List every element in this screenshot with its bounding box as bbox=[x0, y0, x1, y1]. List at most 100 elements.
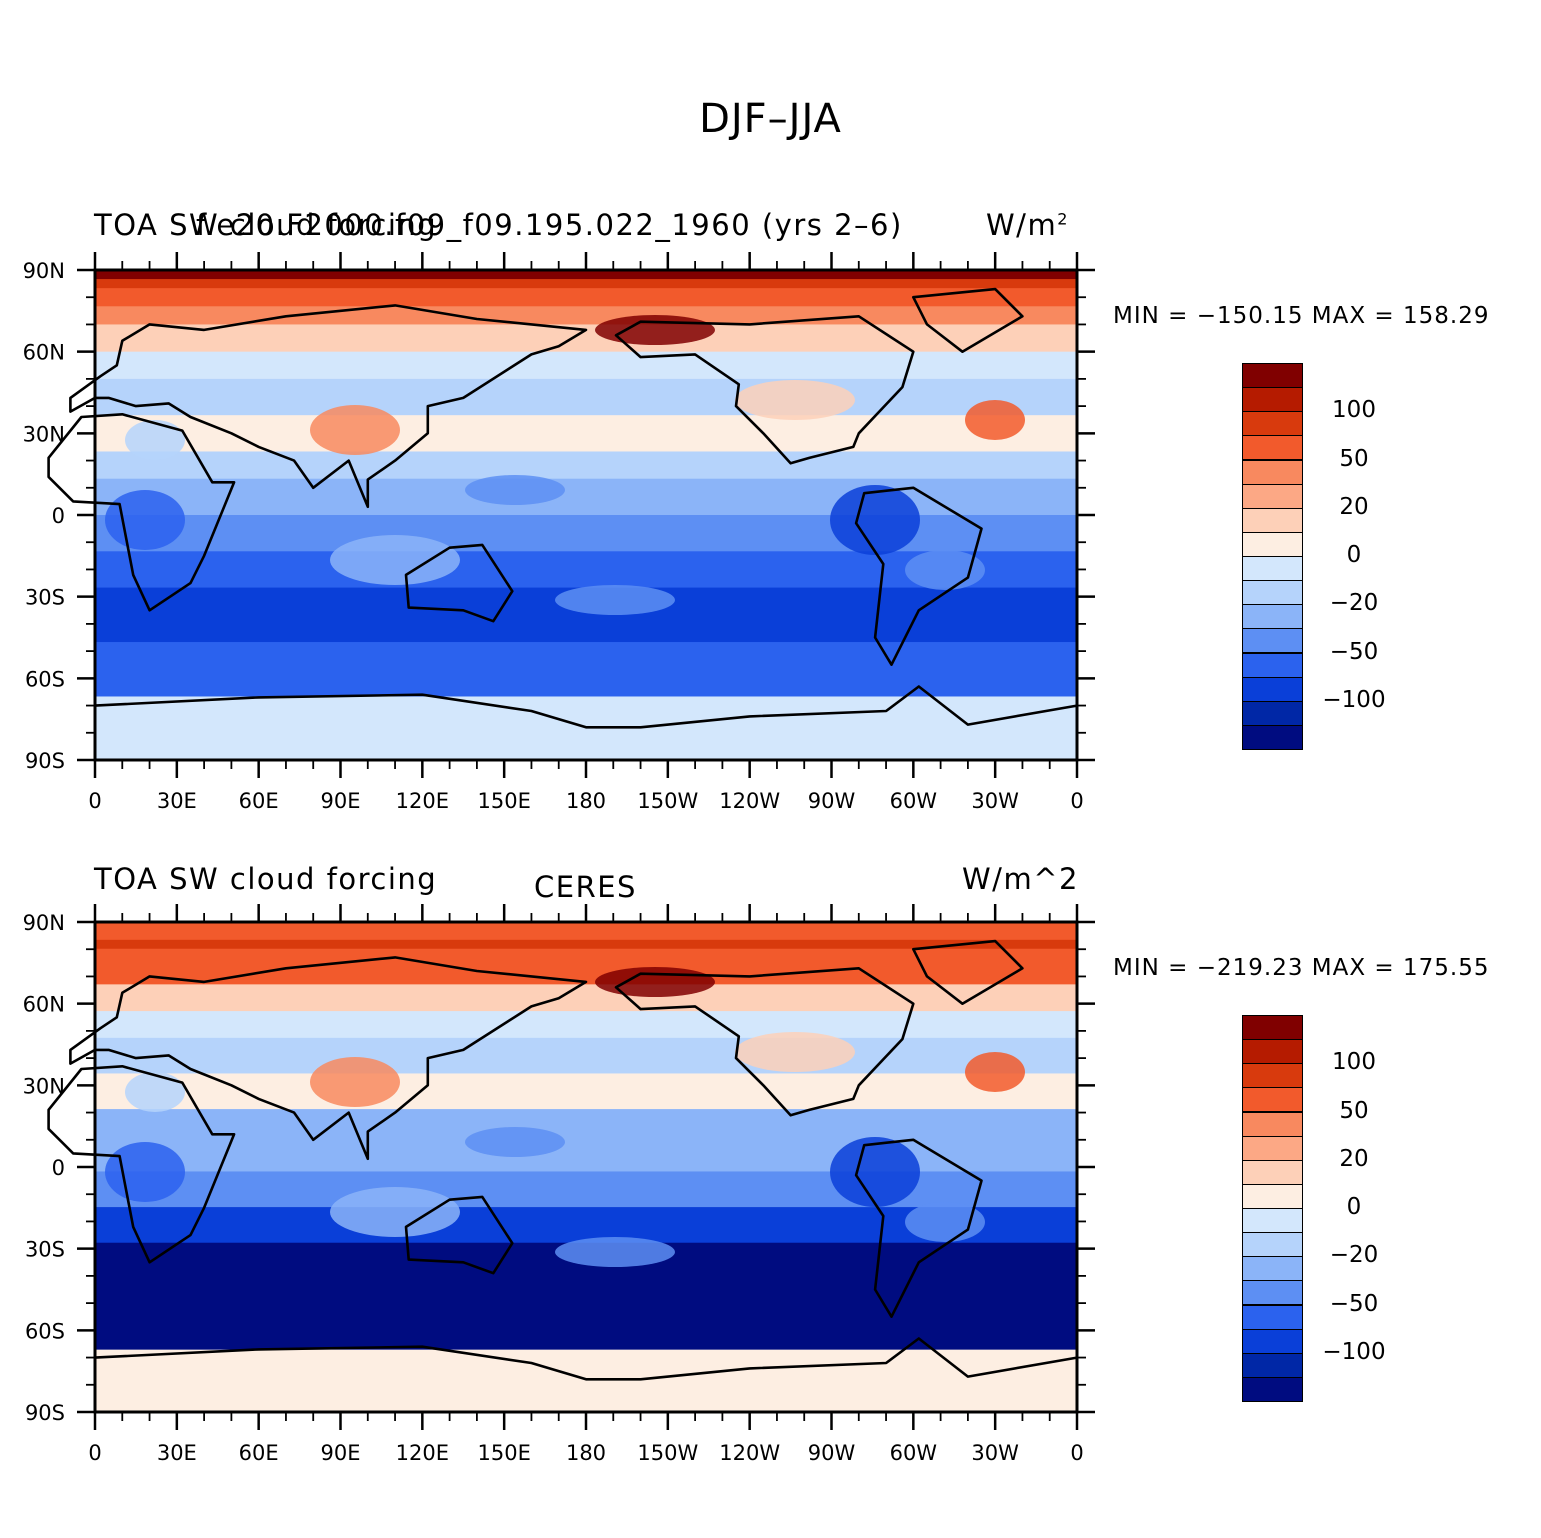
model-lon-label: 120E bbox=[396, 789, 449, 813]
obs-lon-label: 60E bbox=[239, 1441, 279, 1465]
model-colorbar-label: 20 bbox=[1339, 493, 1369, 520]
obs-field-band bbox=[95, 922, 1077, 941]
model-lon-label: 150E bbox=[477, 789, 530, 813]
obs-field-band bbox=[95, 1385, 1077, 1413]
model-colorbar-segment bbox=[1242, 676, 1303, 702]
model-colorbar-label: 0 bbox=[1346, 542, 1362, 568]
obs-colorbar-label: 20 bbox=[1339, 1145, 1369, 1172]
model-lon-label: 90W bbox=[808, 789, 856, 813]
obs-lat-label: 60S bbox=[25, 1319, 65, 1343]
model-lon-label: 60E bbox=[239, 789, 279, 813]
obs-field-band bbox=[95, 1109, 1077, 1137]
model-field-band bbox=[95, 378, 1077, 416]
obs-lat-label: 30N bbox=[23, 1074, 65, 1098]
obs-colorbar-segment bbox=[1242, 1039, 1303, 1065]
obs-colorbar-segment bbox=[1242, 1256, 1303, 1282]
model-colorbar-segment bbox=[1242, 580, 1303, 606]
obs-lon-label: 150W bbox=[637, 1441, 698, 1465]
obs-coastline bbox=[854, 1138, 983, 1318]
obs-field-patch bbox=[830, 1137, 920, 1207]
model-lon-label: 0 bbox=[1070, 789, 1083, 813]
obs-lon-label: 30W bbox=[971, 1441, 1019, 1465]
panel-model-units-base: W/m bbox=[986, 208, 1058, 242]
panel-obs-colorbar: 100 50 20 0 −20 −50 −100 bbox=[1242, 1015, 1386, 1402]
model-colorbar-label: 50 bbox=[1339, 445, 1369, 472]
obs-coastline bbox=[912, 939, 1024, 1005]
obs-colorbar-label: −100 bbox=[1322, 1338, 1386, 1365]
obs-field-band bbox=[95, 1073, 1077, 1110]
obs-colorbar-segment bbox=[1242, 1352, 1303, 1378]
panel-model-minmax: MIN = −150.15 MAX = 158.29 bbox=[1113, 303, 1490, 329]
model-field-patch bbox=[830, 485, 920, 555]
model-field-patch bbox=[125, 420, 185, 460]
model-lon-label: 90E bbox=[321, 789, 361, 813]
obs-colorbar-segment bbox=[1242, 1015, 1303, 1041]
model-coastline bbox=[69, 304, 588, 509]
obs-colorbar-segment bbox=[1242, 1232, 1303, 1258]
model-lat-label: 60N bbox=[23, 341, 65, 365]
model-lat-label: 30N bbox=[23, 422, 65, 446]
panel-model-map: 90N 60N 30N 0 30S 60S 90S 0 30E 60E 90E 120E 150E 180… bbox=[23, 252, 1095, 813]
model-colorbar-label: 100 bbox=[1332, 397, 1376, 424]
model-lon-label: 30E bbox=[157, 789, 197, 813]
model-field-band bbox=[95, 642, 1077, 697]
panel-obs-minmax: MIN = −219.23 MAX = 175.55 bbox=[1113, 955, 1490, 981]
panel-model-colorbar: 100 50 20 0 −20 −50 −100 bbox=[1242, 363, 1386, 750]
obs-lon-label: 30E bbox=[157, 1441, 197, 1465]
obs-lat-label: 60N bbox=[23, 993, 65, 1017]
model-lon-label: 150W bbox=[637, 789, 698, 813]
panel-obs-units: W/m^2 bbox=[962, 862, 1079, 896]
obs-colorbar-label: 0 bbox=[1346, 1194, 1362, 1220]
obs-lon-label: 90E bbox=[321, 1441, 361, 1465]
model-colorbar-segment bbox=[1242, 411, 1303, 437]
obs-field-band bbox=[95, 1135, 1077, 1172]
obs-lon-label: 0 bbox=[1070, 1441, 1083, 1465]
obs-field-patch bbox=[965, 1052, 1025, 1092]
obs-colorbar-segment bbox=[1242, 1063, 1303, 1089]
model-field-patch bbox=[310, 405, 400, 455]
obs-field-band bbox=[95, 1011, 1077, 1039]
model-lon-label: 0 bbox=[88, 789, 101, 813]
obs-field-patch bbox=[125, 1072, 185, 1112]
main-title: DJF–JJA bbox=[699, 96, 842, 142]
model-lat-label: 90N bbox=[23, 259, 65, 283]
obs-lon-label: 180 bbox=[566, 1441, 606, 1465]
obs-colorbar-segment bbox=[1242, 1280, 1303, 1306]
obs-field-band bbox=[95, 939, 1077, 950]
model-coastline bbox=[47, 413, 236, 612]
panel-model-center-title: f.e20.F2000.f09_f09.195.022_1960 (yrs 2–… bbox=[196, 208, 903, 242]
obs-lon-label: 60W bbox=[890, 1441, 938, 1465]
obs-field-patch bbox=[595, 967, 715, 997]
model-field-band bbox=[95, 351, 1077, 380]
model-colorbar-segment bbox=[1242, 628, 1303, 654]
model-colorbar-segment bbox=[1242, 459, 1303, 485]
obs-lon-label: 120W bbox=[719, 1441, 780, 1465]
obs-field-patch bbox=[330, 1187, 460, 1237]
obs-colorbar-segment bbox=[1242, 1111, 1303, 1137]
obs-lon-label: 120E bbox=[396, 1441, 449, 1465]
panel-obs: TOA SW cloud forcing CERES W/m^2 MIN = −… bbox=[0, 0, 1541, 1465]
obs-field-band bbox=[95, 1171, 1077, 1208]
obs-colorbar-segment bbox=[1242, 1087, 1303, 1113]
model-lon-label: 60W bbox=[890, 789, 938, 813]
panel-model-units-sup: 2 bbox=[1057, 209, 1069, 229]
model-colorbar-segment bbox=[1242, 387, 1303, 413]
obs-field-band bbox=[95, 1296, 1077, 1351]
obs-field-band bbox=[95, 948, 1077, 968]
model-field-patch bbox=[735, 380, 855, 420]
model-colorbar-segment bbox=[1242, 652, 1303, 678]
obs-lat-label: 30S bbox=[25, 1238, 65, 1262]
obs-lon-label: 150E bbox=[477, 1441, 530, 1465]
obs-field-patch bbox=[310, 1057, 400, 1107]
obs-lat-label: 0 bbox=[52, 1156, 65, 1180]
panel-model: TOA SW cloud forcing f.e20.F2000.f09_f09… bbox=[0, 0, 1541, 813]
obs-colorbar-segment bbox=[1242, 1376, 1303, 1402]
obs-colorbar-label: 100 bbox=[1332, 1049, 1376, 1076]
obs-coastline bbox=[614, 967, 915, 1117]
obs-colorbar-segment bbox=[1242, 1183, 1303, 1209]
obs-field-patch bbox=[465, 1127, 565, 1157]
model-colorbar-label: −50 bbox=[1329, 638, 1379, 665]
obs-field-band bbox=[95, 1037, 1077, 1074]
obs-field-patch bbox=[105, 1142, 185, 1202]
model-field-band bbox=[95, 288, 1077, 307]
